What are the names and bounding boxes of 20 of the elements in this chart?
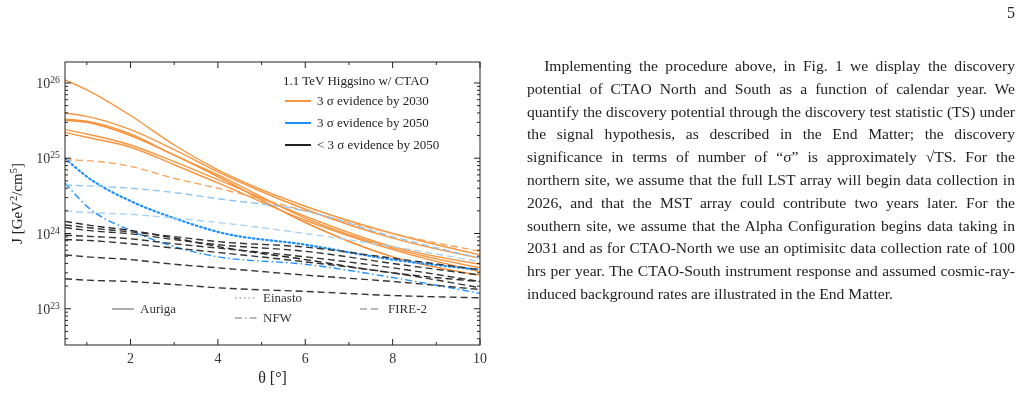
text: 5	[1007, 4, 1015, 21]
legend-label: 3 σ evidence by 2050	[317, 115, 429, 130]
y-tick-label: 10$^{23}$	[36, 299, 61, 317]
x-axis-title: θ [°]	[258, 369, 287, 386]
annotation: Auriga	[140, 301, 177, 316]
x-tick-label: 8	[389, 351, 397, 366]
annotation: Einasto	[263, 290, 302, 305]
legend-label: < 3 σ evidence by 2050	[317, 137, 440, 152]
y-tick-label: 10$^{25}$	[36, 148, 61, 167]
annotation: FIRE-2	[388, 301, 427, 316]
text: Implementing the procedure above, in Fig. 1 we display the discovery potential of CTAO North and South as a function of calendar year. We quantify the discovery potential through the discovery test statistic (TS) under the signal hypothesis, as described in the End Matter; the discovery significance in terms of number of “σ” is approximately √TS. For the northern site, we assume that the full LST array will begin data collection in 2026, and that the MST array could contribute two years later. For the southern site, we assume that the Alpha Configuration begins data taking in 2031 and as for CTAO-North we use an optimisitc data collection rate of 100 hrs per year. The CTAO-South instrument response and assumed cosmic-ray-induced background rates are illustrated in the End Matter.	[527, 57, 1015, 302]
legend-label: 3 σ evidence by 2030	[317, 93, 429, 108]
y-tick-label: 10$^{26}$	[36, 73, 61, 91]
legend-title: 1.1 TeV Higgsino w/ CTAO	[283, 73, 429, 88]
x-tick-label: 4	[214, 351, 222, 366]
annotation: NFW	[263, 310, 293, 325]
x-tick-label: 6	[301, 351, 309, 366]
x-tick-label: 10	[473, 351, 487, 366]
x-tick-label: 2	[127, 351, 135, 366]
y-tick-label: 10$^{24}$	[36, 224, 61, 242]
